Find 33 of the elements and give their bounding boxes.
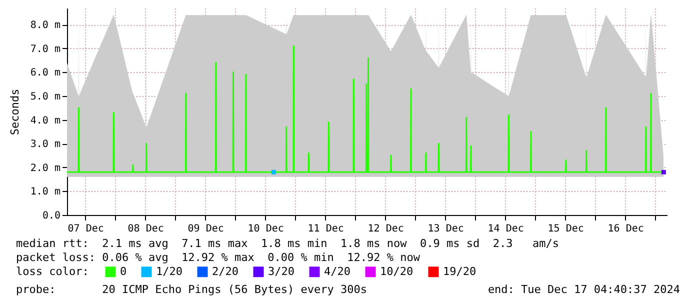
x-tick-label: 12 Dec <box>368 224 404 234</box>
legend-label: 3/20 <box>268 264 294 278</box>
y-tick-label: 4.0 m <box>30 115 60 126</box>
legend-label: 19/20 <box>443 264 476 278</box>
legend-label: 2/20 <box>212 264 238 278</box>
x-tick-label: 16 Dec <box>608 224 644 234</box>
text: median rtt: 2.1 ms avg 7.1 ms max 1.8 ms min 1.8 ms now 0.9 ms sd 2.3 am/s <box>16 237 560 250</box>
legend-label: 1/20 <box>156 264 182 278</box>
x-tick-label: 14 Dec <box>488 224 524 234</box>
x-tick-label: 09 Dec <box>188 224 224 234</box>
y-tick-label: 1.0 m <box>30 186 60 198</box>
text: end: Tue Dec 17 04:40:37 2024 <box>488 283 680 296</box>
x-tick-label: 11 Dec <box>308 224 344 234</box>
x-tick-label: 10 Dec <box>248 224 284 234</box>
y-tick-label: 6.0 m <box>30 68 60 79</box>
legend-label: 4/20 <box>324 264 350 278</box>
y-tick-label: 7.0 m <box>30 44 60 55</box>
y-tick-label: 3.0 m <box>30 139 60 150</box>
line-series <box>67 45 664 173</box>
x-tick-label: 15 Dec <box>548 224 584 234</box>
legend-title: loss color: <box>16 265 89 278</box>
legend-label: 0 <box>120 264 127 278</box>
y-tick-label: 8.0 m <box>30 20 60 32</box>
y-tick-label: 5.0 m <box>30 92 60 103</box>
y-axis-title: Seconds <box>8 88 22 136</box>
y-tick-label: 2.0 m <box>30 162 60 174</box>
y-tick-label: 0.0 <box>42 210 60 222</box>
x-tick-label: 08 Dec <box>128 224 164 234</box>
text: probe: 20 ICMP Echo Pings (56 Bytes) every 300s <box>16 283 367 296</box>
x-tick-label: 13 Dec <box>428 224 464 234</box>
text: packet loss: 0.06 % avg 12.92 % max 0.00 % min 12.92 % now <box>16 251 420 264</box>
x-tick-label: 07 Dec <box>68 224 104 234</box>
legend-label: 10/20 <box>380 264 414 278</box>
